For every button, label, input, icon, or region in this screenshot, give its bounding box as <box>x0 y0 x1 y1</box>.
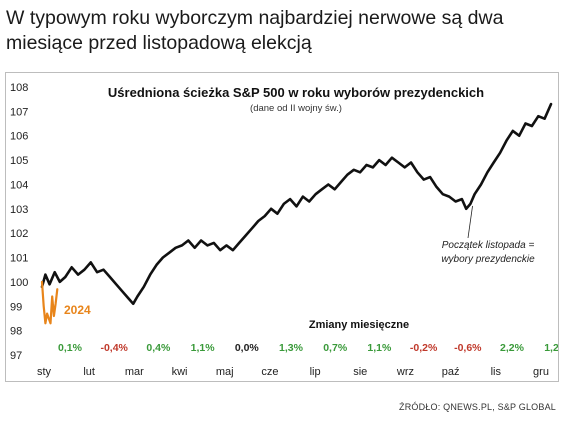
headline: W typowym roku wyborczym najbardziej ner… <box>6 7 504 54</box>
monthly-change-value: -0,2% <box>410 342 438 354</box>
chart-title: Uśredniona ścieżka S&P 500 w roku wyboró… <box>108 85 484 100</box>
monthly-change-value: 2,2% <box>500 342 525 354</box>
monthly-change-value: 1,1% <box>367 342 392 354</box>
y-tick-label: 98 <box>10 326 22 338</box>
x-tick-label-paź: paź <box>442 366 460 378</box>
series-line-average <box>40 102 553 306</box>
series-label-2024: 2024 <box>64 303 91 317</box>
monthly-change-value: 0,4% <box>146 342 171 354</box>
x-tick-label-lis: lis <box>491 366 502 378</box>
y-tick-label: 101 <box>10 253 28 265</box>
x-tick-label-maj: maj <box>216 366 234 378</box>
x-tick-label-mar: mar <box>125 366 144 378</box>
monthly-change-value: 1,1% <box>191 342 216 354</box>
monthly-change-value: 0,7% <box>323 342 348 354</box>
y-tick-label: 99 <box>10 301 22 313</box>
y-tick-label: 100 <box>10 277 28 289</box>
monthly-change-value: -0,4% <box>100 342 128 354</box>
source-note: ŹRÓDŁO: QNEWS.PL, S&P GLOBAL <box>399 402 556 412</box>
x-tick-label-lut: lut <box>83 366 95 378</box>
x-tick-label-sty: sty <box>37 366 52 378</box>
chart-subtitle: (dane od II wojny św.) <box>250 103 342 114</box>
y-tick-label: 104 <box>10 179 28 191</box>
monthly-change-value: 1,3% <box>279 342 304 354</box>
plot-area <box>40 102 553 325</box>
x-tick-label-kwi: kwi <box>172 366 188 378</box>
x-tick-label-gru: gru <box>533 366 549 378</box>
y-tick-label: 105 <box>10 155 28 167</box>
x-tick-label-lip: lip <box>310 366 321 378</box>
monthly-change-value: 0,1% <box>58 342 83 354</box>
line-chart: Uśredniona ścieżka S&P 500 w roku wyboró… <box>10 82 558 378</box>
monthly-changes-label: Zmiany miesięczne <box>309 319 409 331</box>
x-axis: sty lut mar kwi maj cze lip sie wrz paź lis gru <box>37 366 549 378</box>
y-tick-label: 97 <box>10 350 22 362</box>
chart-frame: Uśredniona ścieżka S&P 500 w roku wyboró… <box>5 72 559 382</box>
x-tick-label-wrz: wrz <box>396 366 414 378</box>
y-tick-label: 102 <box>10 228 28 240</box>
y-tick-label: 108 <box>10 82 28 94</box>
monthly-change-value: 1,2% <box>544 342 558 354</box>
x-tick-label-sie: sie <box>353 366 367 378</box>
monthly-change-value: -0,6% <box>454 342 482 354</box>
x-tick-label-cze: cze <box>261 366 278 378</box>
annotation-pointer <box>467 205 473 239</box>
annotation-line-2: wybory prezydenckie <box>441 254 535 265</box>
monthly-change-value: 0,0% <box>235 342 260 354</box>
y-tick-label: 106 <box>10 131 28 143</box>
series-line-2024 <box>40 280 59 325</box>
y-tick-label: 107 <box>10 106 28 118</box>
y-tick-label: 103 <box>10 204 28 216</box>
annotation-line-1: Początek listopada = <box>442 240 535 251</box>
monthly-changes-row: 0,1% -0,4% 0,4% 1,1% 0,0% 1,3% 0,7% 1,1% -0,2% -0… <box>58 342 558 354</box>
y-axis: 97 98 99 100 101 102 103 104 105 106 107 108 <box>10 82 28 362</box>
